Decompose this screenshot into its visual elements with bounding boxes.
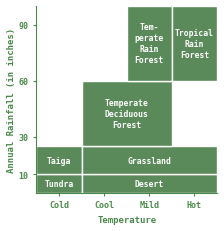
Y-axis label: Annual Rainfall (in inches): Annual Rainfall (in inches) (7, 28, 16, 172)
Bar (172, 7, 217, 81)
Text: Grassland: Grassland (127, 156, 171, 165)
Text: Desert: Desert (135, 179, 164, 188)
Text: Temperate
Deciduous
Forest: Temperate Deciduous Forest (105, 98, 149, 129)
Bar (82, 174, 217, 193)
Text: Taiga: Taiga (47, 156, 71, 165)
X-axis label: Temperature: Temperature (97, 215, 156, 224)
Bar (127, 7, 172, 81)
Bar (82, 146, 217, 174)
Bar (82, 81, 172, 146)
Text: Tropical
Rain
Forest: Tropical Rain Forest (175, 29, 214, 60)
Bar (36, 174, 82, 193)
Text: Tem-
perate
Rain
Forest: Tem- perate Rain Forest (135, 23, 164, 65)
Bar (36, 146, 82, 174)
Text: Tundra: Tundra (44, 179, 73, 188)
